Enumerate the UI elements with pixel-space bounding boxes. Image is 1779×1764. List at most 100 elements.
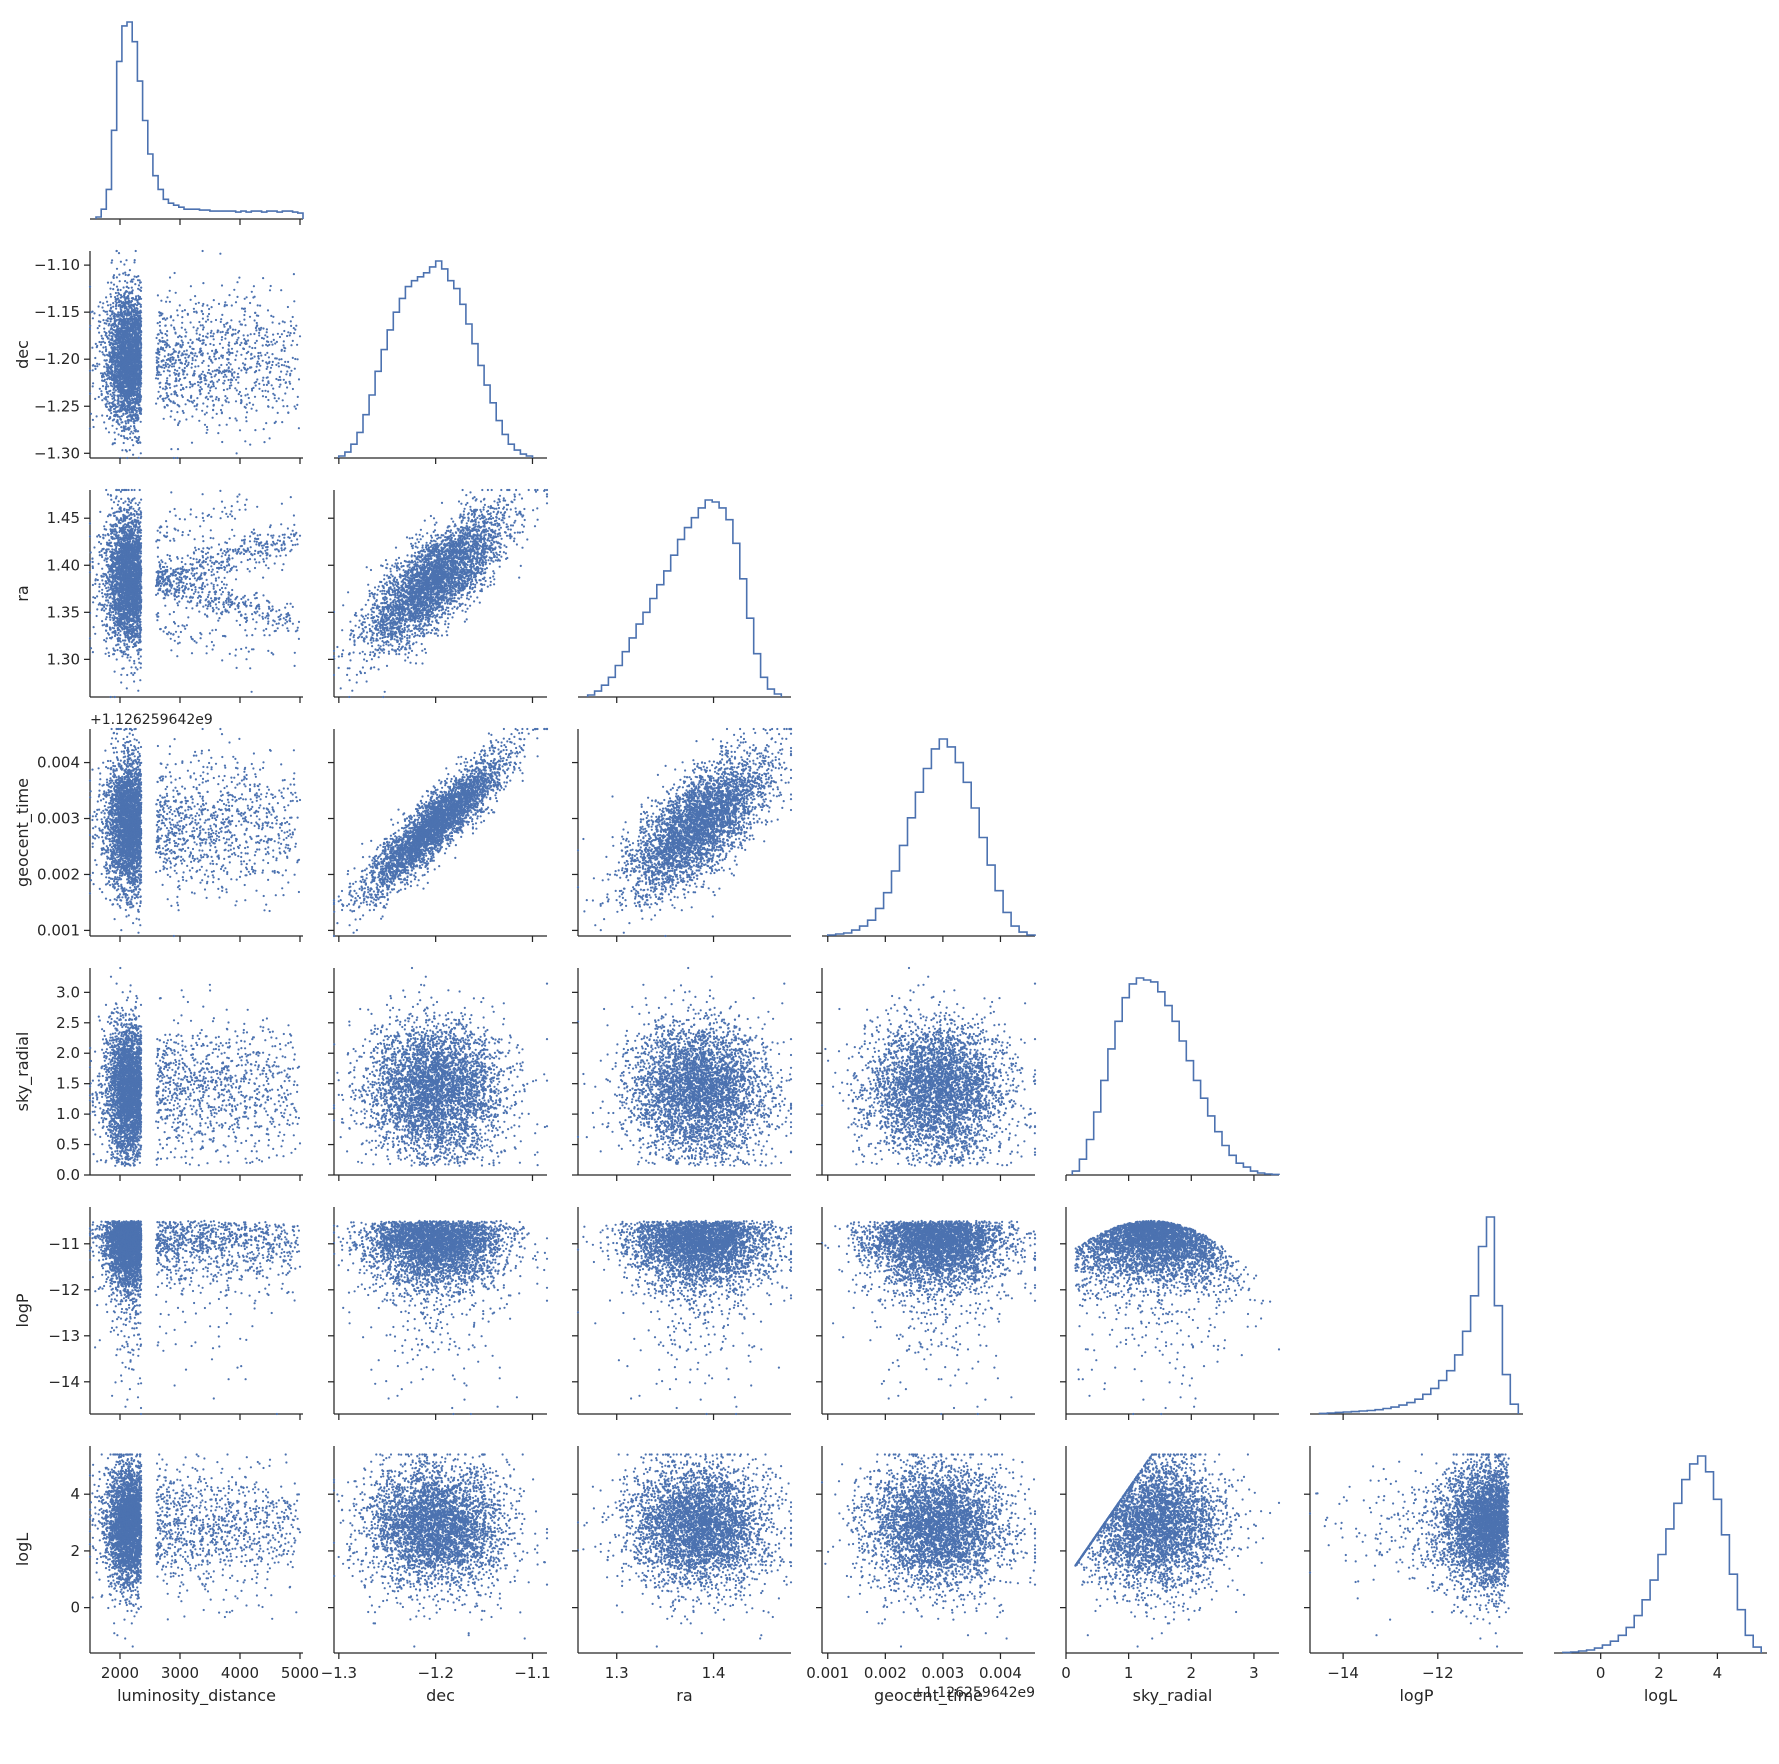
scatter-point: [272, 334, 274, 336]
scatter-point: [283, 330, 285, 332]
scatter-point: [199, 340, 201, 342]
scatter-point: [169, 374, 171, 376]
scatter-point: [112, 306, 114, 308]
scatter-point: [119, 280, 121, 282]
scatter-point: [100, 390, 102, 392]
scatter-point: [105, 381, 107, 383]
scatter-point: [207, 352, 209, 354]
scatter-point: [119, 418, 121, 420]
scatter-point: [107, 320, 109, 322]
scatter-point: [199, 334, 201, 336]
scatter-point: [231, 304, 233, 306]
scatter-point: [295, 408, 297, 410]
scatter-point: [249, 346, 251, 348]
scatter-point: [103, 328, 105, 330]
scatter-point: [192, 341, 194, 343]
scatter-point: [249, 444, 251, 446]
scatter-point: [279, 379, 281, 381]
scatter-point: [208, 392, 210, 394]
scatter-point: [163, 418, 165, 420]
scatter-point: [164, 344, 166, 346]
scatter-point: [299, 335, 301, 337]
scatter-point: [193, 326, 195, 328]
scatter-point: [102, 346, 104, 348]
scatter-point: [164, 355, 166, 357]
scatter-point: [99, 350, 101, 352]
scatter-point: [221, 404, 223, 406]
scatter-point: [116, 276, 118, 278]
scatter-point: [135, 420, 137, 422]
scatter-point: [105, 427, 107, 429]
scatter-point: [108, 334, 110, 336]
scatter-point: [198, 321, 200, 323]
scatter-point: [91, 347, 93, 349]
scatter-point: [191, 348, 193, 350]
scatter-point: [111, 335, 113, 337]
scatter-point: [200, 378, 202, 380]
scatter-point: [293, 300, 295, 302]
scatter-point: [216, 381, 218, 383]
scatter-point: [274, 342, 276, 344]
scatter-point: [273, 339, 275, 341]
scatter-point: [196, 332, 198, 334]
scatter-point: [190, 352, 192, 354]
scatter-point: [177, 355, 179, 357]
scatter-point: [243, 334, 245, 336]
scatter-point: [279, 384, 281, 386]
scatter-point: [133, 261, 135, 263]
scatter-point: [175, 359, 177, 361]
scatter-point: [240, 400, 242, 402]
scatter-point: [109, 416, 111, 418]
scatter-point: [245, 372, 247, 374]
scatter-point: [278, 386, 280, 388]
scatter-point: [238, 393, 240, 395]
scatter-point: [102, 319, 104, 321]
scatter-point: [278, 365, 280, 367]
scatter-point: [98, 341, 100, 343]
scatter-point: [136, 407, 138, 409]
scatter-point: [262, 327, 264, 329]
scatter-point: [264, 334, 266, 336]
scatter-point: [238, 367, 240, 369]
scatter-point: [212, 417, 214, 419]
scatter-point: [105, 296, 107, 298]
scatter-point: [286, 386, 288, 388]
scatter-point: [120, 261, 122, 263]
scatter-point: [189, 339, 191, 341]
scatter-point: [213, 385, 215, 387]
scatter-point: [228, 294, 230, 296]
scatter-point: [197, 381, 199, 383]
scatter-point: [247, 393, 249, 395]
scatter-point: [278, 358, 280, 360]
scatter-point: [262, 344, 264, 346]
scatter-point: [160, 314, 162, 316]
scatter-point: [297, 396, 299, 398]
scatter-point: [112, 392, 114, 394]
scatter-point: [240, 354, 242, 356]
scatter-point: [123, 263, 125, 265]
scatter-point: [116, 302, 118, 304]
scatter-point: [225, 332, 227, 334]
scatter-point: [179, 304, 181, 306]
scatter-point: [244, 440, 246, 442]
scatter-point: [279, 376, 281, 378]
scatter-point: [177, 448, 179, 450]
scatter-point: [109, 293, 111, 295]
scatter-point: [238, 277, 240, 279]
scatter-point: [290, 332, 292, 334]
scatter-point: [289, 334, 291, 336]
scatter-point: [221, 284, 223, 286]
scatter-point: [219, 343, 221, 345]
scatter-point: [192, 384, 194, 386]
scatter-point: [116, 268, 118, 270]
scatter-point: [116, 286, 118, 288]
scatter-point: [170, 448, 172, 450]
scatter-point: [170, 416, 172, 418]
scatter-point: [184, 367, 186, 369]
scatter-point: [110, 385, 112, 387]
scatter-point: [256, 366, 258, 368]
scatter-point: [171, 365, 173, 367]
scatter-point: [116, 414, 118, 416]
scatter-point: [292, 388, 294, 390]
scatter-point: [280, 289, 282, 291]
